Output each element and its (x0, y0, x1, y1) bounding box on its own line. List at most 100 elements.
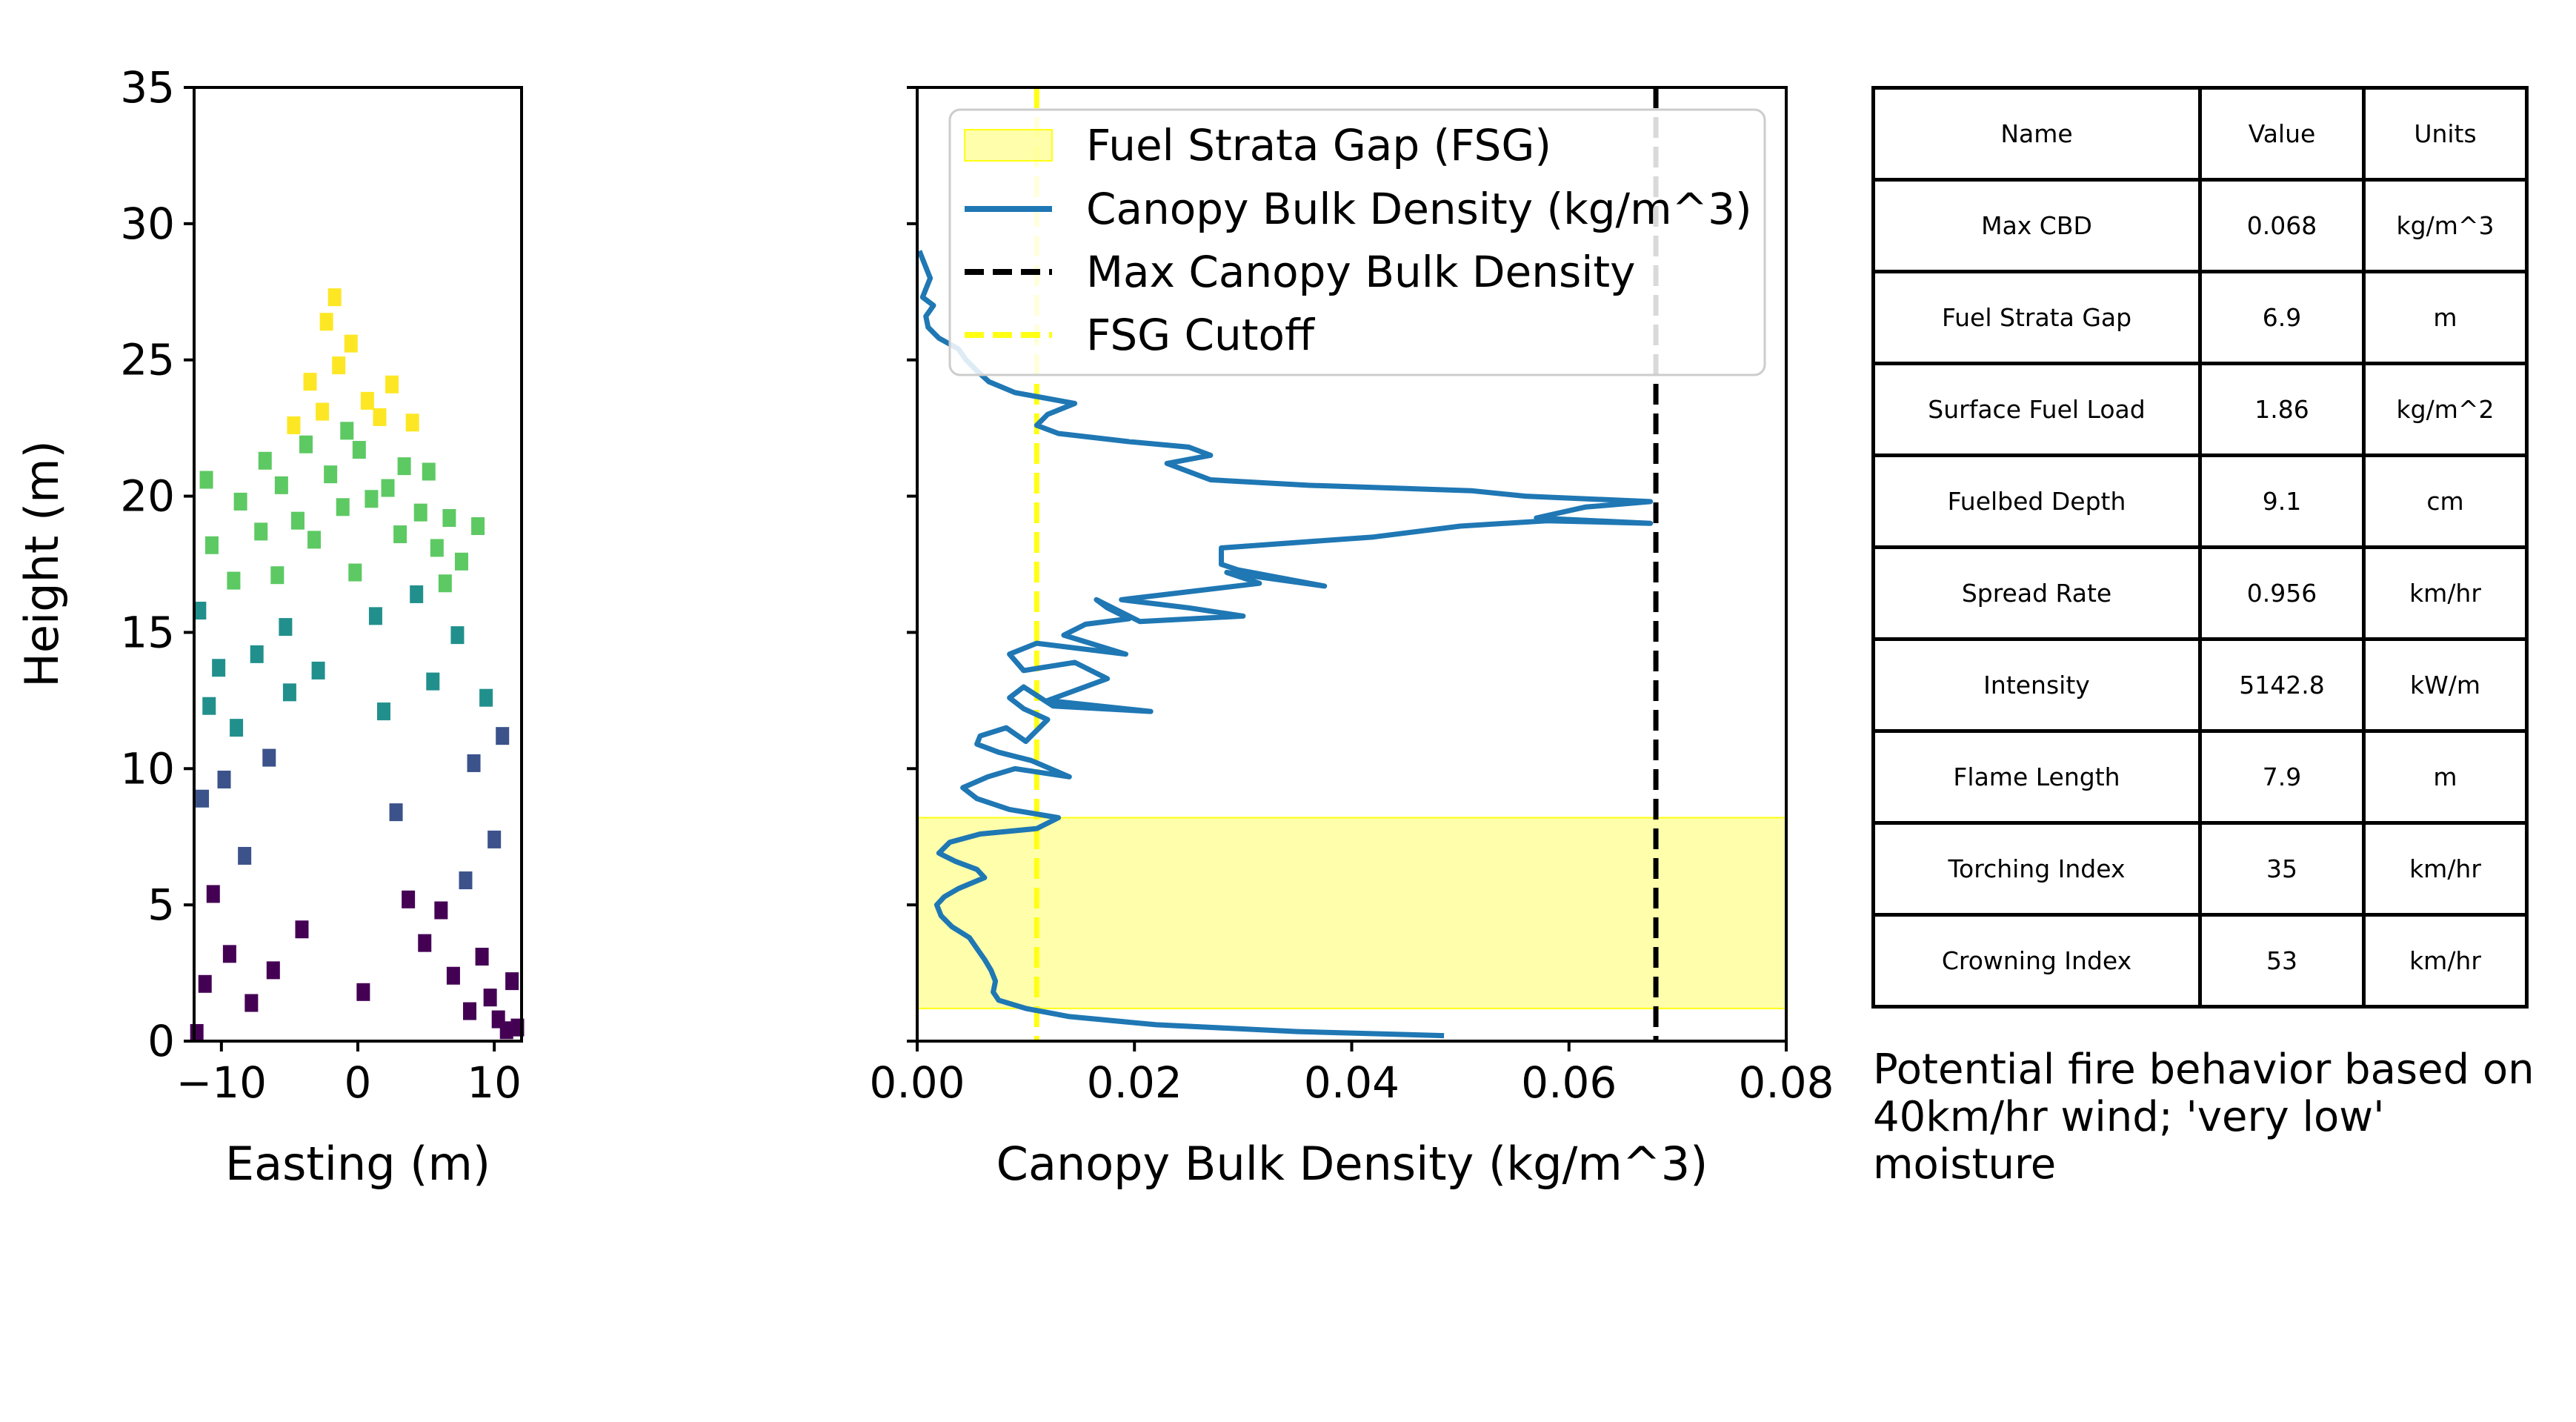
point-cloud-point (340, 422, 354, 440)
point-cloud-point (327, 288, 342, 307)
x-tick-label: 0.06 (1521, 1057, 1617, 1108)
parameter-table: Name Value Units Max CBD 0.068 kg/m^3 Fuel Str… (1871, 86, 2529, 1009)
point-cloud-point (413, 503, 427, 522)
y-tick-label: 35 (120, 62, 175, 113)
table-row: Torching Index 35 km/hr (1871, 821, 2529, 917)
table-row: Fuel Strata Gap 6.9 m (1871, 270, 2529, 365)
x-tick-label: −10 (176, 1057, 267, 1108)
table-cell-name: Max CBD (1871, 178, 2202, 273)
point-cloud-point (324, 465, 338, 484)
point-cloud-point (336, 498, 350, 516)
point-cloud-point (454, 552, 468, 571)
point-cloud-point (250, 645, 264, 663)
cbd-series-line (916, 250, 1654, 1039)
cbd-x-axis-label: Canopy Bulk Density (kg/m^3) (996, 1137, 1708, 1191)
point-cloud-point (450, 626, 465, 645)
table-cell-units: km/hr (2362, 913, 2529, 1009)
point-cloud-point (418, 934, 432, 952)
point-cloud-point (233, 492, 247, 511)
point-cloud-point (212, 659, 226, 677)
point-cloud-point (316, 402, 330, 421)
y-tick-label: 0 (147, 1016, 175, 1066)
point-cloud-point (430, 539, 444, 557)
point-cloud-point (190, 1023, 204, 1042)
point-cloud-point (262, 748, 276, 767)
x-tick-label: 10 (467, 1057, 522, 1108)
point-cloud-point (198, 974, 212, 993)
legend: Fuel Strata Gap (FSG) Canopy Bulk Densit… (948, 108, 1766, 376)
point-cloud-point (332, 356, 346, 375)
table-cell-name: Intensity (1871, 637, 2202, 733)
table-cell-value: 35 (2198, 821, 2366, 917)
point-cloud-x-axis-label: Easting (m) (225, 1137, 490, 1191)
point-cloud-y-axis-label: Height (m) (15, 440, 69, 687)
point-cloud-point (475, 948, 489, 966)
point-cloud-point (238, 846, 252, 865)
fuel-strata-gap-band (916, 817, 1787, 1009)
table-row: Flame Length 7.9 m (1871, 729, 2529, 825)
point-cloud-point (303, 373, 317, 391)
point-cloud-point (356, 983, 370, 1001)
table-cell-value: 9.1 (2198, 453, 2366, 549)
point-cloud-point (307, 531, 322, 549)
point-cloud-point (230, 719, 244, 737)
point-cloud-point (422, 462, 436, 481)
table-cell-units: kW/m (2362, 637, 2529, 733)
legend-fsg-label: Fuel Strata Gap (FSG) (1086, 120, 1551, 170)
point-cloud-point (254, 522, 268, 541)
point-cloud-point (505, 972, 519, 991)
table-cell-units: m (2362, 729, 2529, 825)
y-tick-label: 15 (120, 607, 175, 657)
table-cell-units: kg/m^2 (2362, 362, 2529, 457)
point-cloud-point (389, 803, 403, 822)
point-cloud-point (467, 754, 481, 772)
legend-max-cbd-label: Max Canopy Bulk Density (1086, 247, 1635, 297)
point-cloud-point (227, 571, 241, 590)
table-cell-units: m (2362, 270, 2529, 365)
point-cloud-point (199, 471, 213, 489)
table-row: Max CBD 0.068 kg/m^3 (1871, 178, 2529, 273)
point-cloud-point (487, 830, 502, 848)
point-cloud-point (244, 994, 259, 1012)
point-cloud-point (196, 789, 210, 808)
table-cell-name: Crowning Index (1871, 913, 2202, 1009)
point-cloud-point (385, 375, 399, 393)
table-cell-value: Value (2198, 86, 2366, 182)
point-cloud-point (204, 536, 219, 554)
point-cloud-point (299, 435, 313, 453)
point-cloud-point (442, 508, 456, 527)
point-cloud-point (344, 334, 358, 353)
y-tick-label: 5 (147, 880, 175, 930)
point-cloud-point (266, 961, 280, 980)
legend-cbd-label: Canopy Bulk Density (kg/m^3) (1086, 184, 1752, 234)
y-tick-label: 20 (120, 471, 175, 522)
legend-fsg-cutoff-label: FSG Cutoff (1086, 310, 1316, 360)
point-cloud-point (258, 451, 272, 470)
point-cloud-point (279, 618, 293, 637)
point-cloud-point (402, 890, 416, 908)
point-cloud-point (381, 479, 395, 497)
table-cell-name: Surface Fuel Load (1871, 362, 2202, 457)
y-tick-label: 30 (120, 199, 175, 249)
point-cloud-point (319, 313, 333, 331)
table-cell-units: km/hr (2362, 545, 2529, 641)
x-tick-label: 0 (345, 1057, 372, 1108)
point-cloud-point (206, 885, 220, 903)
table-cell-value: 7.9 (2198, 729, 2366, 825)
table-cell-units: kg/m^3 (2362, 178, 2529, 273)
point-cloud-point (270, 566, 284, 585)
x-tick-label: 0.00 (869, 1057, 965, 1108)
y-tick-label: 25 (120, 335, 175, 385)
point-cloud-point (463, 1002, 477, 1020)
point-cloud-point (348, 563, 362, 582)
fire-behavior-table: Name Value Units Max CBD 0.068 kg/m^3 Fuel Str… (1871, 86, 2529, 1009)
point-cloud-point (410, 585, 424, 603)
table-cell-units: km/hr (2362, 821, 2529, 917)
table-cell-value: 1.86 (2198, 362, 2366, 457)
point-cloud-point (479, 688, 493, 707)
cbd-x-ticks: 0.00 0.02 0.04 0.06 0.08 (869, 1041, 1834, 1108)
table-cell-units: Units (2362, 86, 2529, 182)
x-tick-label: 0.08 (1738, 1057, 1834, 1108)
